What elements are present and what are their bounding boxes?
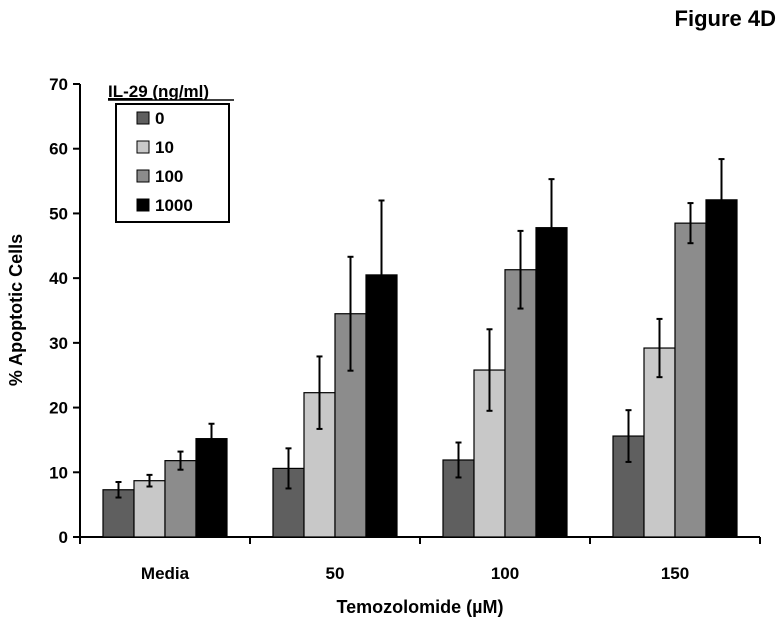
- y-tick-label: 70: [49, 75, 68, 94]
- figure-label: Figure 4D: [674, 6, 776, 31]
- y-tick-label: 50: [49, 204, 68, 223]
- y-tick-label: 60: [49, 140, 68, 159]
- bar: [535, 227, 568, 538]
- y-tick-label: 40: [49, 269, 68, 288]
- bar: [705, 199, 738, 538]
- x-axis-label: Temozolomide (µM): [336, 597, 503, 617]
- legend-box: [115, 103, 230, 223]
- x-tick-label: Media: [141, 564, 190, 583]
- bar: [643, 347, 676, 538]
- legend-label: 0: [155, 109, 164, 128]
- legend-label: 1000: [155, 196, 193, 215]
- bar: [674, 222, 707, 538]
- legend-title: IL-29 (ng/ml): [108, 82, 209, 101]
- legend-swatch: [136, 169, 150, 183]
- legend-label: 10: [155, 138, 174, 157]
- y-tick-label: 20: [49, 399, 68, 418]
- bar: [164, 460, 197, 538]
- legend-swatch: [136, 111, 150, 125]
- legend-swatch: [136, 198, 150, 212]
- y-tick-label: 10: [49, 463, 68, 482]
- legend: IL-29 (ng/ml) 0 10 100 1000: [108, 82, 234, 223]
- y-tick-label: 30: [49, 334, 68, 353]
- y-tick-label: 0: [59, 528, 68, 547]
- x-tick-label: 50: [326, 564, 345, 583]
- x-tick-label: 150: [661, 564, 689, 583]
- legend-swatch: [136, 140, 150, 154]
- x-tick-label: 100: [491, 564, 519, 583]
- bar: [195, 438, 228, 538]
- bar: [504, 269, 537, 538]
- bars: [102, 158, 738, 538]
- y-axis-label: % Apoptotic Cells: [6, 234, 26, 386]
- legend-label: 100: [155, 167, 183, 186]
- bar: [133, 480, 166, 538]
